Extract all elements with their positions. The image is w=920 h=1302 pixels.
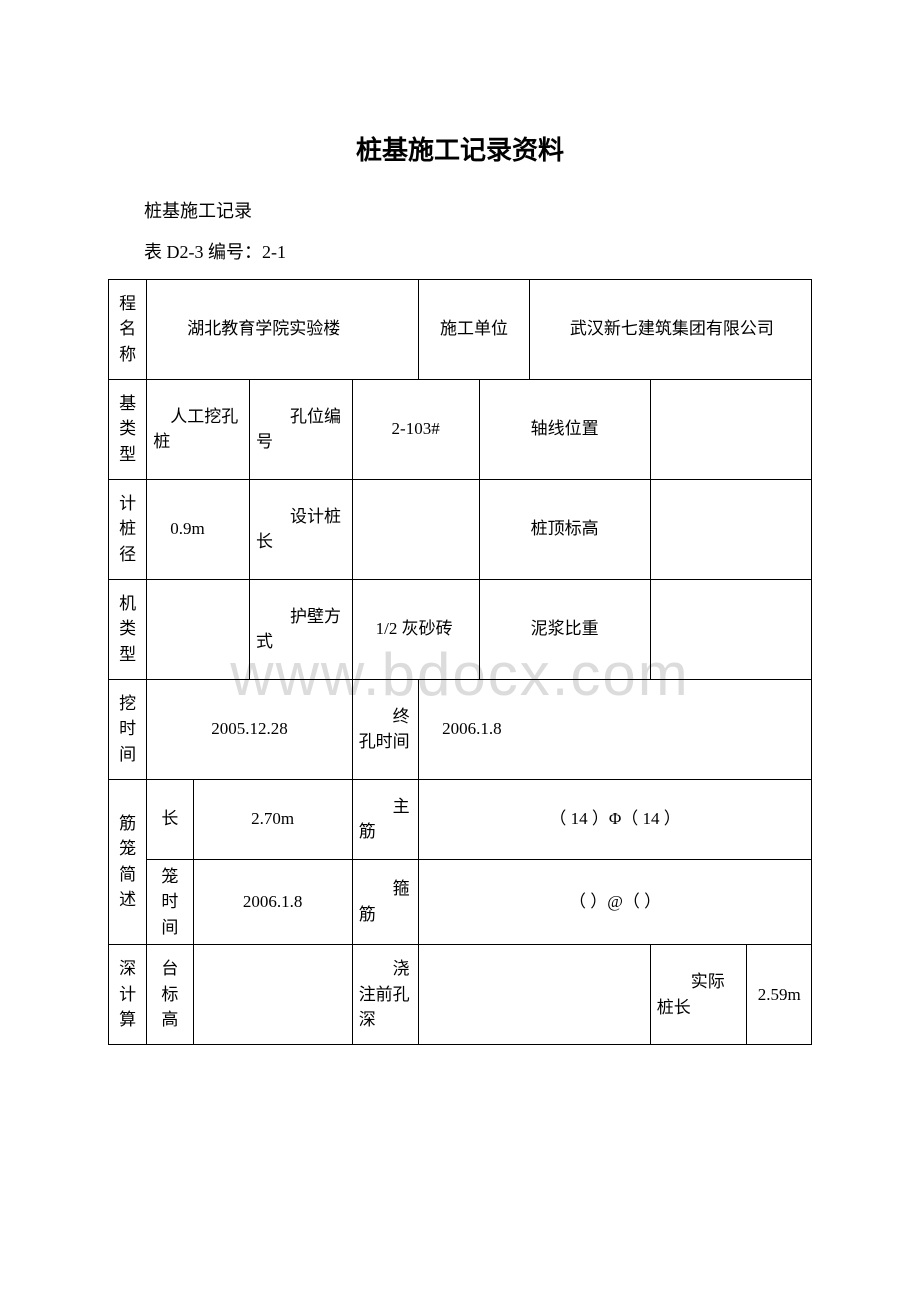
cell-pile-diameter-value: 0.9m <box>147 479 250 579</box>
cell-stirrup-label: 箍筋 <box>352 859 418 945</box>
cell-rebar-cage-label: 筋笼简述 <box>109 779 147 945</box>
cell-pile-top-elevation-value <box>650 479 811 579</box>
table-row: 基类型 人工挖孔桩 孔位编号 2-103# 轴线位置 <box>109 379 812 479</box>
subtitle-line: 桩基施工记录 <box>108 197 812 226</box>
table-row: 程名称 湖北教育学院实验楼 施工单位 武汉新七建筑集团有限公司 <box>109 279 812 379</box>
cell-hole-number-value: 2-103# <box>352 379 479 479</box>
cell-hole-number-label: 孔位编号 <box>249 379 352 479</box>
cell-foundation-type-label: 基类型 <box>109 379 147 479</box>
cell-design-length-label: 设计桩长 <box>249 479 352 579</box>
cell-mud-weight-label: 泥浆比重 <box>479 579 650 679</box>
cell-pile-top-elevation-label: 桩顶标高 <box>479 479 650 579</box>
cell-foundation-type-value: 人工挖孔桩 <box>147 379 250 479</box>
cell-length-label: 长 <box>147 779 193 859</box>
table-row: 挖时间 2005.12.28 终孔时间 2006.1.8 <box>109 679 812 779</box>
cell-hole-depth-label: 浇注前孔深 <box>352 945 418 1045</box>
cell-cage-time-value: 2006.1.8 <box>193 859 352 945</box>
table-row: 筋笼简述 长 2.70m 主筋 （ 14 ）Φ（ 14 ） <box>109 779 812 859</box>
cell-depth-calc-label: 深计算 <box>109 945 147 1045</box>
cell-mud-weight-value <box>650 579 811 679</box>
document-title: 桩基施工记录资料 <box>108 130 812 167</box>
cell-actual-length-value: 2.59m <box>747 945 812 1045</box>
table-row: 计桩径 0.9m 设计桩长 桩顶标高 <box>109 479 812 579</box>
cell-machine-type-value <box>147 579 250 679</box>
table-id-line: 表 D2-3 编号：2-1 <box>108 238 812 267</box>
cell-length-value: 2.70m <box>193 779 352 859</box>
cell-machine-type-label: 机类型 <box>109 579 147 679</box>
cell-dig-time-value: 2005.12.28 <box>147 679 352 779</box>
cell-actual-length-label: 实际桩长 <box>650 945 747 1045</box>
form-table: 程名称 湖北教育学院实验楼 施工单位 武汉新七建筑集团有限公司 基类型 人工挖孔… <box>108 279 812 1046</box>
cell-main-rebar-label: 主筋 <box>352 779 418 859</box>
table-row: 机类型 护壁方式 1/2 灰砂砖 泥浆比重 <box>109 579 812 679</box>
cell-hole-depth-value <box>419 945 651 1045</box>
cell-axis-position-value <box>650 379 811 479</box>
cell-dig-time-label: 挖时间 <box>109 679 147 779</box>
cell-axis-position-label: 轴线位置 <box>479 379 650 479</box>
table-row: 笼时间 2006.1.8 箍筋 （ ）@（ ） <box>109 859 812 945</box>
cell-wall-method-label: 护壁方式 <box>249 579 352 679</box>
cell-construction-unit-label: 施工单位 <box>419 279 530 379</box>
cell-construction-unit-value: 武汉新七建筑集团有限公司 <box>529 279 811 379</box>
cell-cage-time-label: 笼时间 <box>147 859 193 945</box>
page-container: 桩基施工记录资料 桩基施工记录 表 D2-3 编号：2-1 程名称 湖北教育学院… <box>0 0 920 1045</box>
cell-program-name-value: 湖北教育学院实验楼 <box>147 279 419 379</box>
cell-pile-diameter-label: 计桩径 <box>109 479 147 579</box>
cell-stirrup-value: （ ）@（ ） <box>419 859 812 945</box>
cell-platform-elevation-value <box>193 945 352 1045</box>
cell-wall-method-value: 1/2 灰砂砖 <box>352 579 479 679</box>
cell-program-name-label: 程名称 <box>109 279 147 379</box>
cell-platform-elevation-label: 台标高 <box>147 945 193 1045</box>
table-row: 深计算 台标高 浇注前孔深 实际桩长 2.59m <box>109 945 812 1045</box>
cell-end-hole-time-value: 2006.1.8 <box>419 679 812 779</box>
cell-design-length-value <box>352 479 479 579</box>
cell-main-rebar-value: （ 14 ）Φ（ 14 ） <box>419 779 812 859</box>
cell-end-hole-time-label: 终孔时间 <box>352 679 418 779</box>
